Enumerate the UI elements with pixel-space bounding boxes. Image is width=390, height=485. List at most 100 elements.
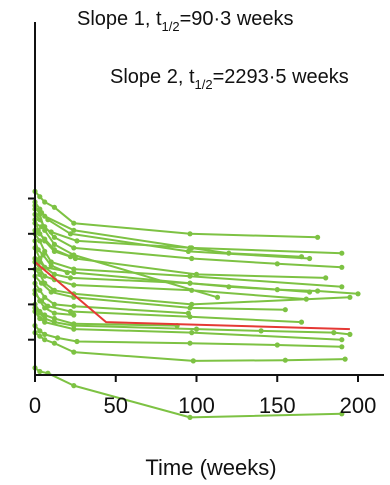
series-8-point-6 [187, 273, 193, 279]
x-tick-label-150: 150 [259, 393, 296, 418]
annotation-slope-1-subscript: 1/2 [162, 19, 180, 34]
series-22-point-2 [37, 298, 43, 304]
series-21-point-2 [37, 368, 43, 375]
series-12-point-2 [38, 280, 45, 286]
series-20-point-2 [37, 328, 43, 334]
x-tick-label-200: 200 [340, 393, 377, 418]
series-17-point-6 [339, 337, 345, 343]
series-24-point-3 [40, 252, 46, 258]
series-1-point-5 [71, 220, 77, 226]
series-16-point-7 [274, 287, 280, 293]
series-4-point-8 [339, 264, 345, 270]
series-18-point-7 [282, 357, 288, 363]
series-4-point-7 [274, 261, 280, 267]
series-15-point-4 [51, 315, 58, 322]
annotation-slope-2-prefix: Slope 2, t [110, 66, 195, 88]
series-12-point-5 [187, 305, 193, 311]
series-16-point-4 [71, 270, 77, 276]
series-7-point-2 [37, 211, 43, 217]
series-19-point-5 [71, 323, 77, 329]
series-12-point-3 [48, 289, 54, 295]
series-17 [32, 308, 345, 343]
series-5-point-3 [48, 229, 54, 235]
annotation-slope-2: Slope 2, t1/2=2293·5 weeks [110, 66, 349, 92]
series-23-point-3 [42, 238, 48, 244]
series-4-point-5 [71, 245, 77, 251]
series-5-point-4 [74, 238, 80, 244]
series-18-point-3 [42, 337, 48, 343]
series-21-point-5 [187, 414, 193, 420]
series-17-point-3 [42, 319, 48, 325]
series-11-point-2 [37, 271, 43, 277]
series-7-point-4 [51, 241, 58, 247]
series-13-point-5 [71, 303, 77, 309]
series-11-point-7 [347, 294, 353, 300]
series-3-point-5 [185, 248, 191, 254]
series-18-point-8 [342, 356, 348, 362]
series-16-point-5 [187, 280, 193, 286]
series-19-point-9 [347, 331, 353, 337]
series-23-point-5 [67, 254, 74, 260]
series-1-point-2 [37, 194, 43, 200]
series-21-point-6 [339, 411, 345, 417]
series-layer [32, 188, 361, 420]
series-3-point-6 [307, 255, 313, 262]
annotation-slope-2-value: =2293·5 weeks [213, 66, 349, 88]
series-2-point-4 [71, 227, 77, 233]
series-16-point-8 [315, 288, 321, 294]
series-6-line [34, 229, 326, 279]
series-16-point-2 [37, 259, 43, 265]
series-13-point-3 [42, 294, 48, 300]
series-19-point-4 [51, 319, 58, 325]
series-20-point-6 [187, 340, 193, 346]
series-14-point-5 [187, 314, 193, 320]
annotation-slope-2-subscript: 1/2 [195, 77, 213, 92]
series-14-point-6 [298, 319, 305, 325]
series-19-point-3 [42, 315, 48, 322]
series-10-point-3 [42, 273, 48, 279]
series-19-point-6 [193, 326, 200, 332]
series-22-point-5 [71, 312, 77, 318]
series-18-point-4 [51, 340, 58, 346]
series-20-point-7 [274, 342, 280, 348]
series-1-point-6 [187, 231, 193, 237]
series-5 [32, 220, 345, 256]
series-4-point-4 [51, 234, 58, 240]
annotation-slope-1-value: =90·3 weeks [180, 8, 294, 30]
series-18-point-2 [37, 333, 43, 339]
series-9-point-4 [51, 271, 58, 277]
series-21-point-4 [71, 383, 77, 389]
series-13-point-2 [37, 287, 43, 293]
series-18-point-6 [190, 358, 196, 364]
fit-layer [34, 261, 350, 331]
series-20-point-4 [55, 335, 61, 341]
x-axis-title: Time (weeks) [145, 455, 276, 480]
series-4-point-6 [189, 255, 195, 262]
series-23 [32, 217, 74, 260]
series-1-point-7 [315, 234, 321, 240]
series-24-point-4 [48, 263, 54, 269]
series-18-point-5 [71, 349, 77, 355]
series-19-point-8 [331, 330, 337, 336]
annotation-slope-1: Slope 1, t1/2=90·3 weeks [77, 8, 294, 34]
series-13-point-4 [51, 301, 58, 307]
series-20-point-5 [74, 338, 80, 345]
series-5-point-5 [189, 245, 195, 251]
series-17-point-5 [189, 330, 195, 336]
series-9-point-5 [67, 275, 74, 281]
series-22-point-4 [51, 310, 58, 316]
series-10-point-6 [189, 287, 195, 293]
ticks-layer: 0 50 100 150 200 [28, 197, 377, 418]
series-3-point-4 [67, 231, 74, 237]
series-23-point-4 [51, 248, 58, 254]
x-tick-label-0: 0 [29, 393, 41, 418]
series-8-point-7 [339, 284, 345, 290]
series-1-point-3 [42, 199, 48, 205]
fit-line [34, 261, 350, 331]
series-20-point-3 [42, 331, 48, 337]
series-24-point-2 [35, 247, 41, 253]
series-14-point-4 [67, 308, 74, 315]
series-7-point-3 [42, 227, 48, 233]
series-17-point-2 [37, 315, 43, 322]
